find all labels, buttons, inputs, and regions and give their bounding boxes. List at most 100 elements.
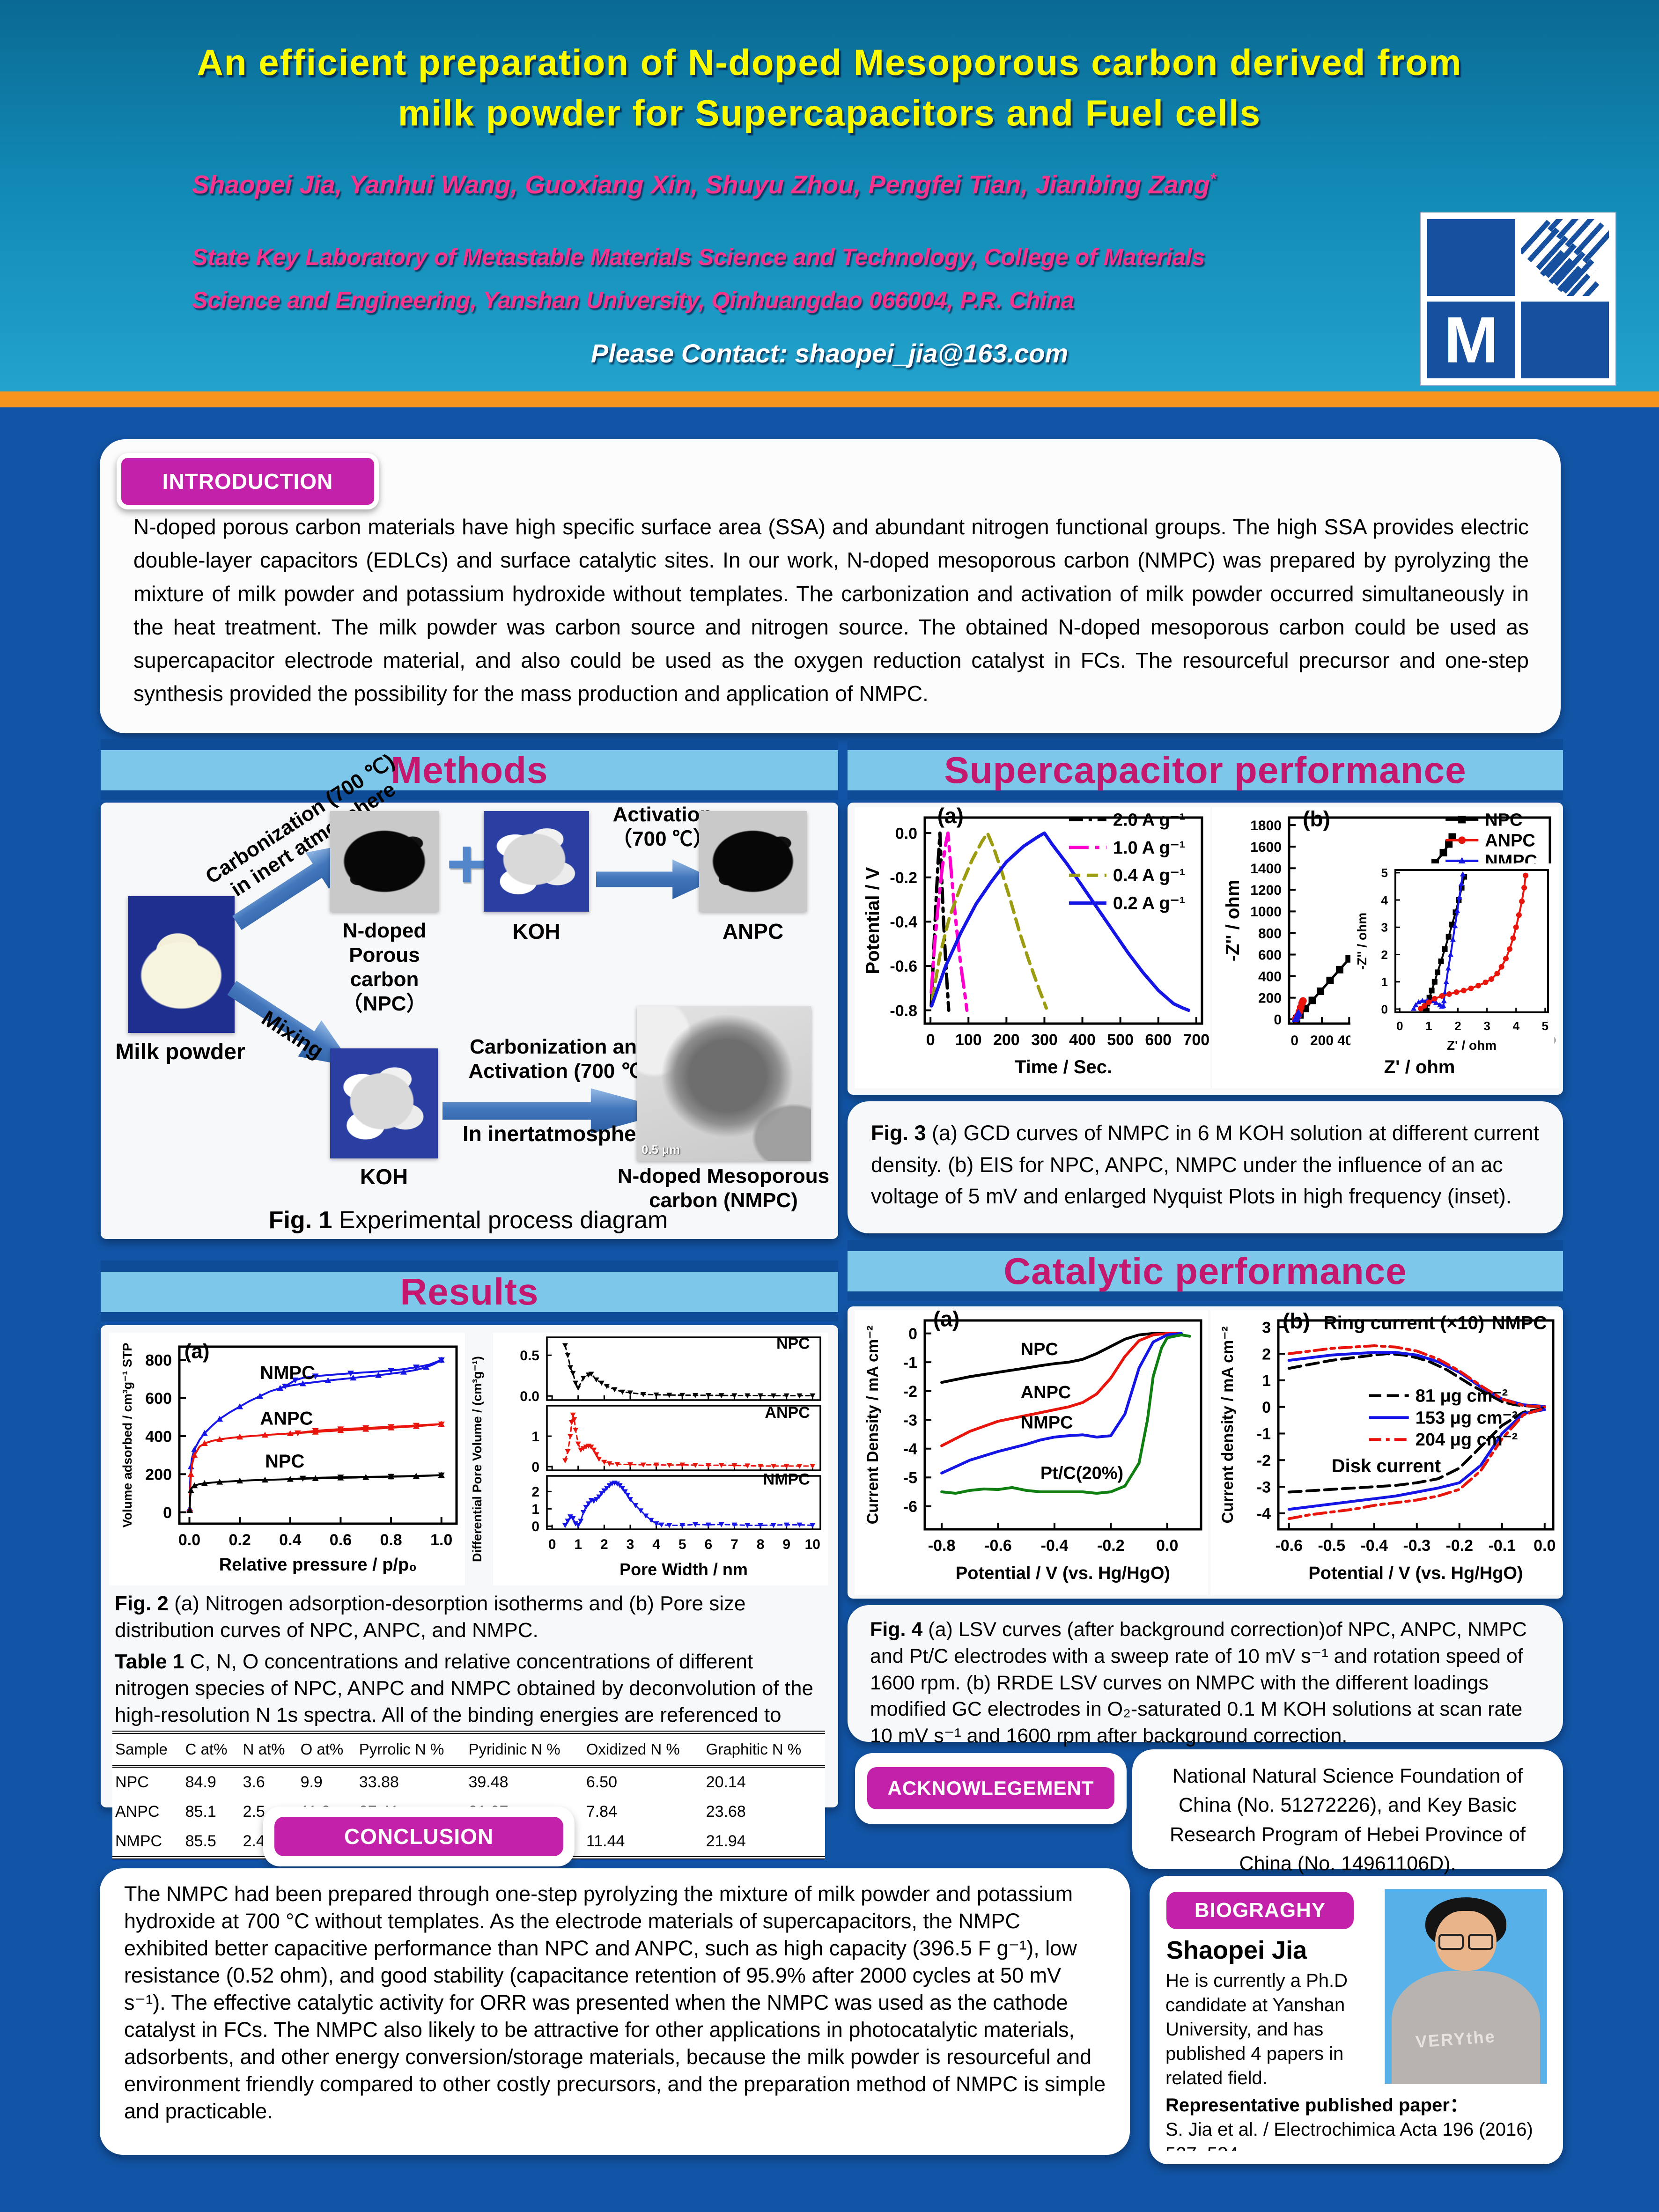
svg-text:0.0: 0.0 bbox=[178, 1531, 200, 1549]
svg-text:0: 0 bbox=[926, 1031, 935, 1049]
carb-act-label: Carbonization and Activation (700 ℃) bbox=[468, 1035, 651, 1083]
page-title-line2: milk powder for Supercapacitors and Fuel… bbox=[398, 92, 1261, 133]
table1-cell: 9.9 bbox=[300, 1773, 323, 1791]
table1-cell: NPC bbox=[115, 1773, 149, 1791]
fig2a-svg: 0.0 0.2 0.4 0.6 0.8 1.0 0 200 400 600 800 Relative … bbox=[109, 1333, 465, 1585]
fig2-caption-label: Fig. 2 bbox=[115, 1592, 169, 1615]
svg-text:-0.4: -0.4 bbox=[1360, 1537, 1388, 1555]
fig4a-svg: -0.8 -0.6 -0.4 -0.2 0.0 0 -1 -2 -3 -4 -5 -6 Potentia… bbox=[855, 1306, 1208, 1595]
fig4-caption: Fig. 4 (a) LSV curves (after background … bbox=[870, 1616, 1541, 1749]
svg-text:-0.4: -0.4 bbox=[1041, 1537, 1069, 1555]
table1-cell: 39.48 bbox=[468, 1773, 509, 1791]
svg-text:1400: 1400 bbox=[1250, 861, 1282, 877]
svg-text:153 μg cm⁻²: 153 μg cm⁻² bbox=[1416, 1408, 1518, 1428]
conclusion-text: The NMPC had been prepared through one-s… bbox=[124, 1882, 1106, 2124]
svg-text:-0.2: -0.2 bbox=[890, 869, 917, 887]
ack-tab-wrap: ACKNOWLEGEMENT bbox=[855, 1753, 1127, 1824]
fig2b_nmpc-svg: 0 1 2 3 4 5 6 7 8 9 10 0 1 2 Pore Width / nm NMPC bbox=[493, 1471, 828, 1585]
introduction-tab: INTRODUCTION bbox=[117, 453, 379, 509]
svg-text:6: 6 bbox=[704, 1537, 712, 1552]
milk-powder-photo bbox=[128, 896, 235, 1033]
svg-text:NMPC: NMPC bbox=[1021, 1413, 1073, 1433]
svg-text:-0.5: -0.5 bbox=[1318, 1537, 1345, 1555]
svg-text:3: 3 bbox=[1483, 1019, 1490, 1033]
svg-text:7: 7 bbox=[730, 1537, 738, 1552]
svg-text:1.0 A g⁻¹: 1.0 A g⁻¹ bbox=[1113, 838, 1186, 858]
svg-text:4: 4 bbox=[1512, 1019, 1519, 1033]
activation-label: Activation （700 ℃） bbox=[595, 803, 730, 851]
anpc-label: ANPC bbox=[722, 919, 784, 944]
fig2-box: 0.0 0.2 0.4 0.6 0.8 1.0 0 200 400 600 800 Relative … bbox=[101, 1325, 838, 1859]
svg-text:1: 1 bbox=[1381, 975, 1388, 989]
supercap-section-bar: Supercapacitor performance bbox=[848, 739, 1563, 800]
svg-text:3: 3 bbox=[627, 1537, 634, 1552]
fig1-box: Milk powder Carbonization (700 ℃) in ine… bbox=[101, 749, 838, 1239]
fig2b-npc-chart: 0.0 0.5 NPC bbox=[493, 1333, 828, 1405]
introduction-text: N-doped porous carbon materials have hig… bbox=[133, 515, 1529, 706]
svg-text:NMPC: NMPC bbox=[1492, 1313, 1547, 1334]
fig2b-nmpc-chart: 0 1 2 3 4 5 6 7 8 9 10 0 1 2 Pore Width / nm NMPC bbox=[493, 1471, 828, 1588]
svg-text:0.8: 0.8 bbox=[380, 1531, 402, 1549]
activation-arrow bbox=[596, 859, 715, 900]
svg-text:0: 0 bbox=[548, 1537, 556, 1552]
svg-text:NMPC: NMPC bbox=[260, 1363, 315, 1383]
svg-text:1800: 1800 bbox=[1250, 818, 1282, 833]
table1-cell: 2.4 bbox=[243, 1832, 265, 1850]
npc-label: N-doped Porous carbon（NPC） bbox=[342, 919, 427, 1015]
svg-text:0: 0 bbox=[1262, 1399, 1271, 1416]
authors-text: Shaopei Jia, Yanhui Wang, Guoxiang Xin, … bbox=[192, 170, 1210, 199]
conclusion-tab: CONCLUSION bbox=[274, 1817, 563, 1856]
svg-text:600: 600 bbox=[1145, 1031, 1172, 1049]
activation-label-line1: Activation bbox=[612, 803, 713, 826]
svg-text:-0.8: -0.8 bbox=[928, 1537, 956, 1555]
logo-stripes-icon bbox=[1521, 219, 1609, 296]
fig4a-chart: -0.8 -0.6 -0.4 -0.2 0.0 0 -1 -2 -3 -4 -5 -6 Potentia… bbox=[855, 1306, 1208, 1597]
table1-cell: NMPC bbox=[115, 1832, 162, 1850]
svg-text:2: 2 bbox=[531, 1484, 539, 1500]
svg-text:Time / Sec.: Time / Sec. bbox=[1015, 1057, 1112, 1077]
header: An efficient preparation of N-doped Meso… bbox=[0, 0, 1659, 391]
svg-text:-0.4: -0.4 bbox=[890, 914, 917, 931]
svg-text:ANPC: ANPC bbox=[260, 1408, 313, 1429]
table1-caption-label: Table 1 bbox=[115, 1650, 184, 1673]
fig4-caption-text: (a) LSV curves (after background correct… bbox=[870, 1618, 1527, 1747]
conference-logo: M bbox=[1420, 212, 1616, 386]
table1-cell: 2.5 bbox=[243, 1803, 265, 1821]
svg-text:400: 400 bbox=[145, 1428, 172, 1445]
svg-text:4: 4 bbox=[1381, 893, 1388, 907]
svg-text:800: 800 bbox=[145, 1352, 172, 1370]
fig1-caption-text: Experimental process diagram bbox=[332, 1207, 668, 1234]
svg-text:Potential / V (vs. Hg/HgO): Potential / V (vs. Hg/HgO) bbox=[1308, 1563, 1523, 1583]
table1-cell: 84.9 bbox=[185, 1773, 216, 1791]
svg-text:5: 5 bbox=[678, 1537, 686, 1552]
fig2b-anpc-chart: 0 1 ANPC bbox=[493, 1403, 828, 1475]
svg-text:200: 200 bbox=[993, 1031, 1020, 1049]
svg-text:NPC: NPC bbox=[1021, 1340, 1058, 1359]
koh-photo-1 bbox=[484, 811, 589, 912]
svg-text:500: 500 bbox=[1107, 1031, 1134, 1049]
anpc-photo bbox=[699, 811, 807, 912]
svg-text:-4: -4 bbox=[1257, 1505, 1271, 1523]
svg-text:1600: 1600 bbox=[1250, 840, 1282, 855]
svg-text:0: 0 bbox=[163, 1504, 172, 1522]
svg-text:0.0: 0.0 bbox=[1534, 1537, 1556, 1555]
page-title-line1: An efficient preparation of N-doped Meso… bbox=[197, 42, 1462, 83]
fig1-caption-label: Fig. 1 bbox=[268, 1207, 332, 1234]
svg-text:0: 0 bbox=[908, 1325, 917, 1343]
svg-text:300: 300 bbox=[1031, 1031, 1058, 1049]
svg-text:ANPC: ANPC bbox=[765, 1404, 810, 1422]
plus-sign: + bbox=[446, 824, 487, 903]
results-section-bar: Results bbox=[101, 1261, 838, 1321]
svg-text:100: 100 bbox=[955, 1031, 982, 1049]
bio-name: Shaopei Jia bbox=[1166, 1936, 1307, 1964]
bio-tab: BIOGRAGHY bbox=[1166, 1892, 1354, 1929]
svg-text:3: 3 bbox=[1381, 921, 1388, 935]
svg-text:8: 8 bbox=[757, 1537, 765, 1552]
affiliation-line1: State Key Laboratory of Metastable Mater… bbox=[192, 244, 1205, 270]
svg-text:0: 0 bbox=[1290, 1033, 1298, 1048]
fig3-box: 0 100 200 300 400 500 600 700 0.0 -0.2 -0.4 -0.6 -0.… bbox=[848, 803, 1563, 1095]
conclusion-tab-wrap: CONCLUSION bbox=[263, 1806, 575, 1866]
svg-text:3: 3 bbox=[1262, 1319, 1271, 1336]
table1-cell: 11.44 bbox=[586, 1832, 625, 1850]
methods-section-bar: Methods bbox=[101, 739, 838, 800]
